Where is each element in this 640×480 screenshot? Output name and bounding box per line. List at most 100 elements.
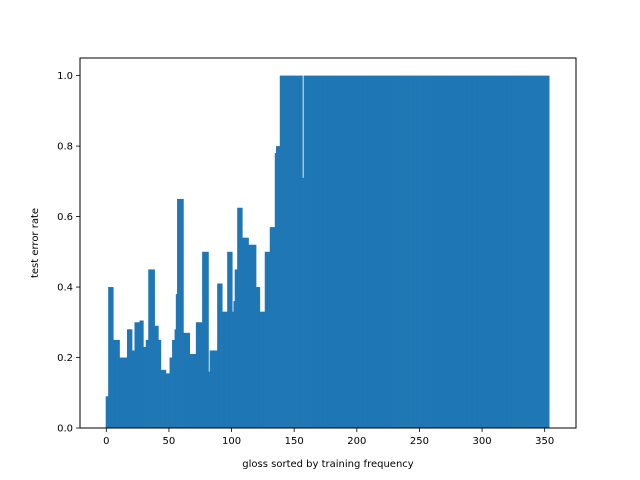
bar: [272, 227, 274, 428]
bar: [225, 311, 228, 428]
bar: [427, 75, 430, 429]
bar: [508, 75, 511, 429]
bar: [233, 301, 236, 428]
bar: [238, 207, 241, 428]
bar: [505, 75, 507, 429]
bar: [254, 244, 257, 428]
bar: [258, 287, 261, 428]
bar: [126, 329, 129, 428]
bar: [267, 251, 269, 428]
bar: [546, 75, 549, 429]
bar: [118, 339, 120, 428]
bar: [123, 357, 125, 428]
y-tick-label: 0.0: [57, 424, 73, 435]
bar: [384, 75, 387, 429]
bar: [323, 75, 326, 429]
bar: [120, 357, 123, 428]
bar: [167, 373, 169, 428]
bar: [294, 75, 297, 429]
bar: [461, 75, 464, 429]
bar: [223, 311, 226, 428]
bar: [356, 75, 358, 429]
bar: [332, 75, 335, 429]
bar: [420, 75, 422, 429]
bar: [347, 75, 350, 429]
bar: [517, 75, 520, 429]
bar: [512, 75, 515, 429]
bar: [255, 287, 258, 428]
bar: [488, 75, 491, 429]
bar: [525, 75, 527, 429]
bar: [108, 287, 110, 428]
bar: [333, 75, 336, 429]
bar: [476, 75, 479, 429]
bar: [237, 207, 239, 428]
bar: [218, 283, 221, 428]
bar: [529, 75, 531, 429]
bar: [148, 269, 150, 428]
bar: [306, 75, 308, 429]
bar: [253, 244, 256, 428]
bar: [135, 322, 138, 428]
bar: [299, 75, 302, 429]
bar: [105, 396, 108, 428]
bar: [227, 251, 229, 428]
bar: [296, 75, 298, 429]
bar: [179, 198, 182, 428]
bar: [326, 75, 328, 429]
bar: [298, 75, 301, 429]
bar: [462, 75, 465, 429]
bar: [195, 322, 198, 428]
bar: [473, 75, 476, 429]
bar: [522, 75, 525, 429]
bar: [422, 75, 425, 429]
bar: [537, 75, 540, 429]
bar: [483, 75, 486, 429]
x-tick-label: 300: [473, 436, 492, 447]
bar: [158, 339, 160, 428]
bar: [177, 198, 179, 428]
y-tick-label: 0.4: [57, 283, 73, 294]
bar: [530, 75, 532, 429]
bar: [465, 75, 467, 429]
bar: [496, 75, 499, 429]
bar: [500, 75, 502, 429]
bar: [458, 75, 461, 429]
bar: [393, 75, 396, 429]
bar: [485, 75, 487, 429]
bar: [531, 75, 534, 429]
bar: [260, 311, 263, 428]
bar: [493, 75, 496, 429]
bar: [139, 320, 142, 428]
bar: [208, 371, 211, 428]
bar: [250, 244, 253, 428]
bar: [110, 287, 113, 428]
bar: [387, 75, 390, 429]
bar: [232, 311, 234, 428]
bar: [402, 75, 405, 429]
bar: [203, 251, 206, 428]
bar: [312, 75, 314, 429]
bar: [292, 75, 294, 429]
bar: [304, 75, 307, 429]
bar: [433, 75, 436, 429]
bar: [302, 177, 304, 428]
bar: [447, 75, 450, 429]
bar: [487, 75, 490, 429]
bar: [425, 75, 427, 429]
bar: [379, 75, 382, 429]
bar: [527, 75, 530, 429]
x-tick-label: 100: [222, 436, 241, 447]
bar: [284, 75, 287, 429]
bar: [372, 75, 375, 429]
bar: [539, 75, 541, 429]
bar: [430, 75, 432, 429]
bar: [230, 251, 233, 428]
bar: [421, 75, 423, 429]
bar: [446, 75, 449, 429]
bar: [482, 75, 485, 429]
bar: [428, 75, 431, 429]
bar: [374, 75, 377, 429]
bar: [435, 75, 437, 429]
bar: [363, 75, 366, 429]
